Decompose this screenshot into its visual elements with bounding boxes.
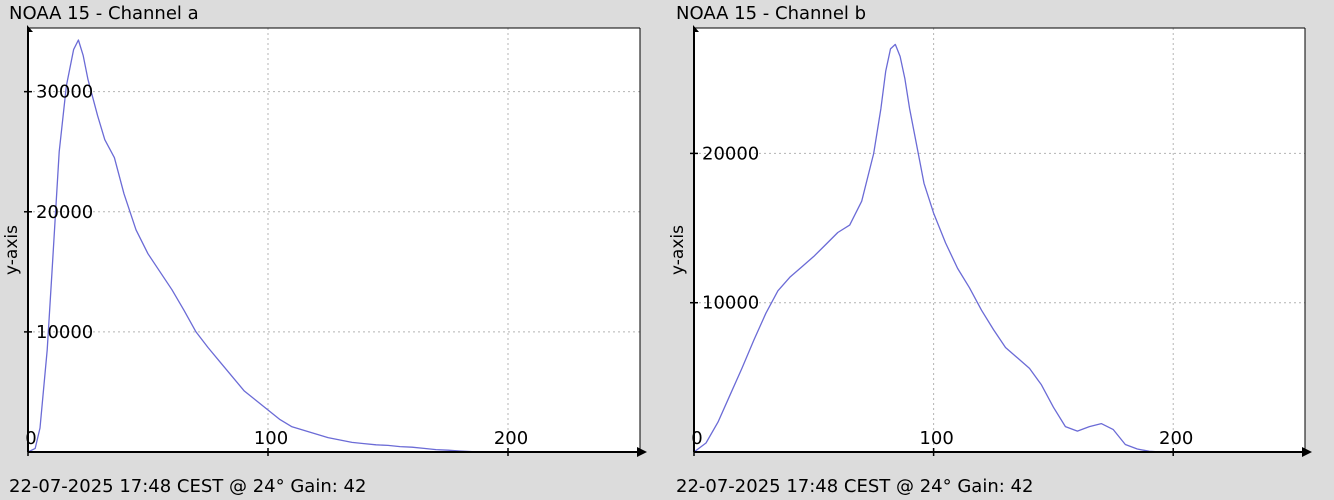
x-tick-label: 200 <box>494 428 528 449</box>
y-tick-label: 20000 <box>36 202 93 223</box>
plot-area <box>28 28 640 452</box>
x-tick-label: 100 <box>254 428 288 449</box>
x-axis-arrow <box>637 447 647 457</box>
x-axis-arrow <box>1302 447 1312 457</box>
chart-canvas-channel-b: 0 100 200 10000 20000 y-axis <box>668 25 1312 457</box>
y-tick-label: 30000 <box>36 82 93 103</box>
chart-title: NOAA 15 - Channel b <box>676 3 867 24</box>
chart-panel-channel-b: NOAA 15 - Channel b 0 100 200 10000 20000 y-a… <box>667 0 1334 500</box>
chart-footer-status: 22-07-2025 17:48 CEST @ 24° Gain: 42 <box>9 476 367 497</box>
y-tick-label: 10000 <box>36 322 93 343</box>
y-tick-label: 20000 <box>702 143 759 164</box>
x-tick-label: 100 <box>919 428 953 449</box>
chart-title: NOAA 15 - Channel a <box>9 3 199 24</box>
y-axis-title: y-axis <box>2 225 22 275</box>
plot-area <box>694 28 1305 452</box>
x-tick-label: 0 <box>691 428 702 449</box>
chart-canvas-channel-a: 0 100 200 10000 20000 30000 y-axis <box>2 25 647 457</box>
y-tick-label: 10000 <box>702 293 759 314</box>
y-axis-arrow <box>693 25 699 32</box>
y-axis-arrow <box>27 25 33 32</box>
chart-footer-status: 22-07-2025 17:48 CEST @ 24° Gain: 42 <box>676 476 1034 497</box>
series-line <box>693 43 1162 453</box>
y-axis-title: y-axis <box>668 225 688 275</box>
x-tick-label: 200 <box>1159 428 1193 449</box>
series-line <box>27 39 473 453</box>
x-tick-label: 0 <box>25 428 36 449</box>
chart-panel-channel-a: NOAA 15 - Channel a 0 100 200 10000 20000 300… <box>0 0 660 500</box>
